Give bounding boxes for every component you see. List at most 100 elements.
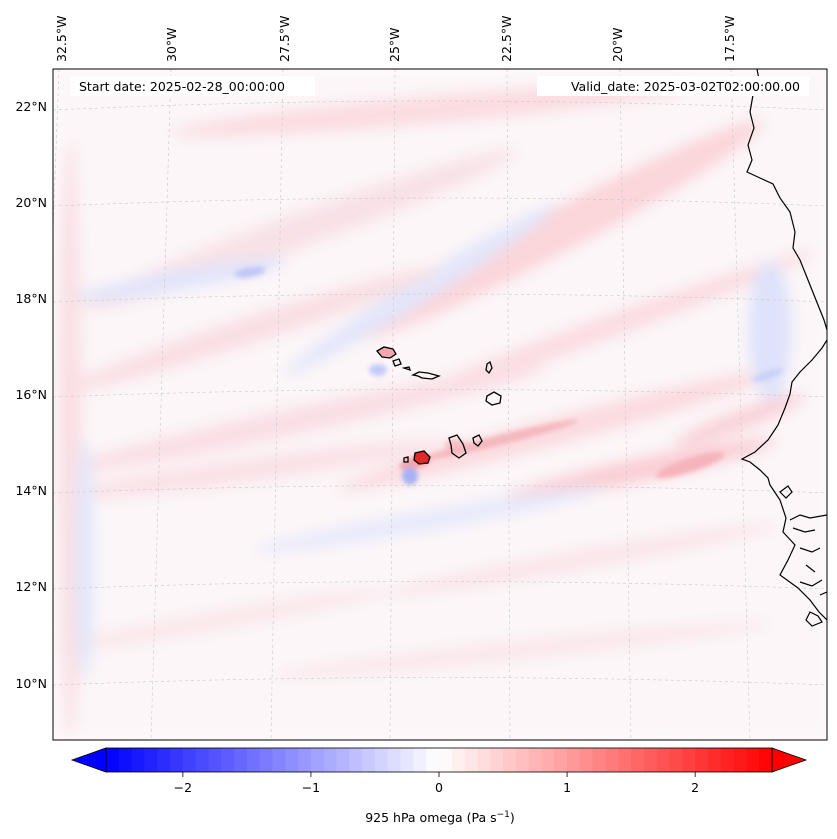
latitude-labels: 22°N 20°N 18°N 16°N 14°N 12°N 10°N: [15, 99, 47, 691]
colorbar-segment: [631, 748, 645, 772]
colorbar-segment: [733, 748, 747, 772]
colorbar-segment: [490, 748, 504, 772]
lon-label: 17.5°W: [722, 16, 737, 62]
lat-label: 12°N: [15, 579, 47, 594]
island-santiago: [448, 434, 467, 459]
lon-label: 30°W: [164, 27, 179, 62]
colorbar-segment: [170, 748, 184, 772]
colorbar-segment: [515, 748, 530, 772]
colorbar-segment: [131, 748, 146, 772]
colorbar-segment: [272, 748, 286, 772]
colorbar-segment: [592, 748, 607, 772]
colorbar-segment: [605, 748, 619, 772]
colorbar-segment: [106, 748, 120, 772]
colorbar-segment: [541, 748, 555, 772]
colorbar-segment: [349, 748, 363, 772]
colorbar-segment: [439, 748, 453, 772]
island-maio: [472, 434, 483, 447]
lat-label: 14°N: [15, 483, 47, 498]
lon-label: 20°W: [610, 27, 625, 62]
colorbar-segments: [106, 748, 773, 772]
colorbar-segment: [695, 748, 709, 772]
colorbar-segment: [413, 748, 427, 772]
colorbar-tick-label: −2: [174, 780, 192, 795]
longitude-labels: 32.5°W 30°W 27.5°W 25°W 22.5°W 20°W 17.5…: [54, 16, 737, 62]
colorbar-segment: [285, 748, 299, 772]
colorbar-tick-label: −1: [302, 780, 320, 795]
island-sao-nicolau: [411, 371, 441, 380]
lat-label: 20°N: [15, 195, 47, 210]
colorbar-label: 925 hPa omega (Pa s−1): [365, 810, 515, 825]
lat-label: 22°N: [15, 99, 47, 114]
colorbar-segment: [554, 748, 568, 772]
colorbar-tick-label: 1: [563, 780, 571, 795]
island-sal: [485, 360, 493, 375]
valid-date-box: [537, 76, 809, 96]
colorbar-segment: [477, 748, 491, 772]
colorbar-segment: [426, 748, 440, 772]
colorbar-segment: [144, 748, 158, 772]
island-sao-vicente: [392, 358, 402, 367]
colorbar-tick-label: 0: [435, 780, 443, 795]
colorbar-segment: [759, 748, 773, 772]
colorbar-segment: [234, 748, 248, 772]
colorbar: −2 −1 0 1 2 925 hPa omega (Pa s−1): [70, 747, 808, 825]
colorbar-extend-min: [70, 747, 107, 773]
graticule: [53, 69, 827, 740]
colorbar-segment: [323, 748, 338, 772]
colorbar-segment: [567, 748, 581, 772]
colorbar-segment: [618, 748, 632, 772]
colorbar-segment: [221, 748, 235, 772]
colorbar-segment: [682, 748, 696, 772]
island-santo-antao: [376, 346, 397, 359]
colorbar-segment: [656, 748, 671, 772]
colorbar-segment: [746, 748, 760, 772]
colorbar-segment: [528, 748, 543, 772]
colorbar-segment: [208, 748, 222, 772]
cabo-verde-islands: [376, 346, 502, 465]
lon-label: 27.5°W: [277, 16, 292, 62]
lat-label: 18°N: [15, 291, 47, 306]
colorbar-segment: [387, 748, 402, 772]
colorbar-segment: [464, 748, 479, 772]
colorbar-tick-label: 2: [691, 780, 699, 795]
colorbar-segment: [400, 748, 414, 772]
lon-label: 32.5°W: [54, 16, 69, 62]
lat-label: 16°N: [15, 387, 47, 402]
lon-label: 22.5°W: [499, 16, 514, 62]
island-boa-vista: [485, 391, 502, 406]
colorbar-extend-max: [771, 747, 808, 773]
map-panel: Start date: 2025-02-28_00:00:00 Valid_da…: [52, 68, 828, 741]
start-date-box: [70, 76, 315, 96]
colorbar-segment: [259, 748, 274, 772]
island-fogo: [413, 450, 431, 465]
colorbar-segment: [707, 748, 722, 772]
island-santa-luzia: [401, 366, 412, 372]
colorbar-segment: [310, 748, 325, 772]
lon-label: 25°W: [387, 27, 402, 62]
colorbar-segment: [503, 748, 517, 772]
colorbar-segment: [336, 748, 350, 772]
colorbar-ticks: −2 −1 0 1 2: [174, 772, 699, 795]
colorbar-segment: [451, 748, 466, 772]
island-brava: [403, 456, 409, 463]
colorbar-segment: [298, 748, 312, 772]
colorbar-segment: [195, 748, 210, 772]
colorbar-segment: [182, 748, 197, 772]
start-date-label: Start date: 2025-02-28_00:00:00: [79, 79, 285, 94]
colorbar-segment: [118, 748, 133, 772]
colorbar-segment: [157, 748, 171, 772]
colorbar-segment: [362, 748, 376, 772]
colorbar-segment: [720, 748, 735, 772]
colorbar-segment: [374, 748, 389, 772]
valid-date-label: Valid_date: 2025-03-02T02:00:00.00: [571, 79, 800, 94]
lat-label: 10°N: [15, 676, 47, 691]
colorbar-segment: [246, 748, 261, 772]
colorbar-segment: [579, 748, 594, 772]
colorbar-segment: [643, 748, 658, 772]
map-frame: [52, 68, 828, 741]
west-africa-coastline: [740, 69, 827, 627]
omega-field-soft: [53, 69, 827, 740]
colorbar-segment: [669, 748, 683, 772]
